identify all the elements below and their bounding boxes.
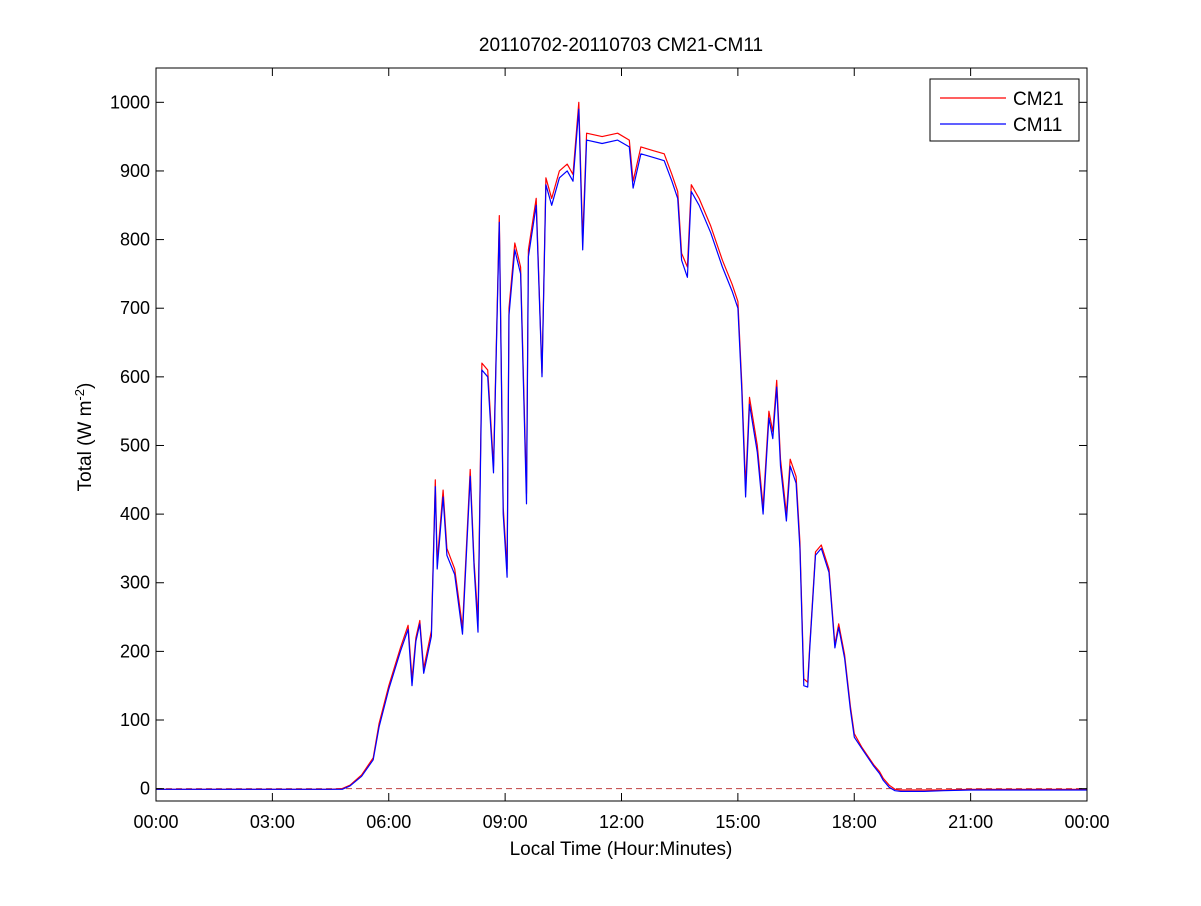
y-tick-label: 100 (120, 710, 150, 730)
series-line-cm11 (156, 108, 1087, 793)
y-axis-title-main: Total (W m (75, 401, 96, 492)
y-tick-label: 900 (120, 161, 150, 181)
legend-label-cm21: CM21 (1013, 89, 1064, 110)
y-tick-label: 600 (120, 367, 150, 387)
x-tick-label: 15:00 (715, 812, 760, 832)
x-tick-label: 12:00 (599, 812, 644, 832)
legend: CM21 CM11 (929, 78, 1080, 142)
y-tick-label: 800 (120, 230, 150, 250)
legend-box (929, 78, 1080, 142)
y-tick-label: 400 (120, 504, 150, 524)
x-tick-label: 09:00 (483, 812, 528, 832)
x-tick-label: 00:00 (133, 812, 178, 832)
y-axis-title-close: ) (75, 383, 96, 389)
y-tick-label: 200 (120, 641, 150, 661)
y-axis-title-superscript: -2 (72, 389, 87, 401)
x-tick-label: 06:00 (366, 812, 411, 832)
x-tick-label: 21:00 (948, 812, 993, 832)
x-tick-label: 18:00 (832, 812, 877, 832)
y-tick-label: 0 (140, 779, 150, 799)
y-tick-label: 700 (120, 298, 150, 318)
chart-title: 20110702-20110703 CM21-CM11 (479, 35, 763, 56)
y-tick-label: 1000 (110, 92, 150, 112)
x-tick-label: 00:00 (1064, 812, 1109, 832)
y-tick-label: 300 (120, 573, 150, 593)
legend-label-cm11: CM11 (1013, 115, 1062, 136)
x-tick-label: 03:00 (250, 812, 295, 832)
axes: 00:00 03:00 06:00 09:00 12:00 15:00 18:00 21:00… (110, 67, 1110, 832)
y-tick-label: 500 (120, 435, 150, 455)
plot-area (156, 101, 1087, 793)
y-axis-title: Total (W m-2) (72, 383, 97, 492)
x-axis-title: Local Time (Hour:Minutes) (510, 839, 733, 860)
